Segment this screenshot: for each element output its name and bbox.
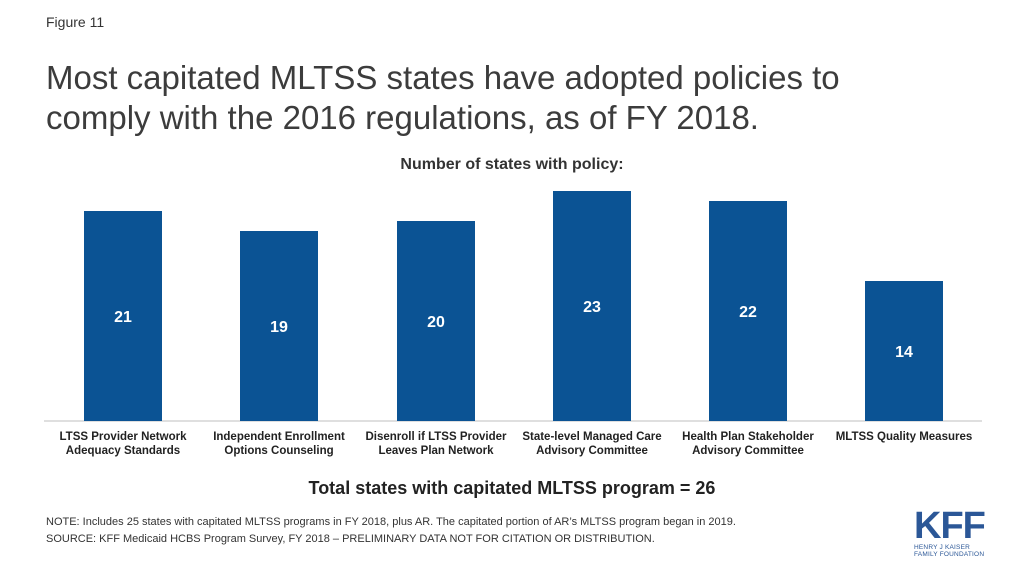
source-text: SOURCE: KFF Medicaid HCBS Program Survey…	[46, 533, 655, 545]
kff-logo-mark: KFF	[914, 505, 986, 547]
page-title: Most capitated MLTSS states have adopted…	[46, 59, 840, 136]
kff-logo-line2: FAMILY FOUNDATION	[914, 551, 985, 558]
bar-chart: 21 LTSS Provider Network Adequacy Standard…	[44, 191, 982, 457]
category-tick-label: State-level Managed Care	[522, 431, 661, 443]
bar-value-label: 19	[270, 319, 288, 336]
bar	[240, 231, 318, 421]
category-tick-label: Independent Enrollment	[213, 431, 345, 443]
total-states-label: Total states with capitated MLTSS progra…	[308, 478, 716, 498]
category-tick-label: Advisory Committee	[692, 445, 804, 457]
bar-value-label: 23	[583, 299, 601, 316]
category-tick-label: Health Plan Stakeholder	[682, 431, 814, 443]
kff-logo: KFF HENRY J KAISER FAMILY FOUNDATION	[914, 505, 1004, 564]
category-tick-label: Adequacy Standards	[66, 445, 180, 457]
footnotes: NOTE: Includes 25 states with capitated …	[46, 514, 906, 548]
bar	[84, 211, 162, 421]
category-tick-label: MLTSS Quality Measures	[836, 431, 973, 443]
bar	[709, 201, 787, 421]
bar-value-label: 21	[114, 309, 132, 326]
category-tick-label: LTSS Provider Network	[60, 431, 188, 443]
kff-logo-line1: HENRY J KAISER	[914, 544, 971, 551]
bar	[865, 281, 943, 421]
note-text: NOTE: Includes 25 states with capitated …	[46, 516, 736, 528]
bar-value-label: 14	[895, 344, 913, 361]
category-tick-label: Options Counseling	[224, 445, 333, 457]
figure-label: Figure 11	[46, 14, 105, 30]
bar	[397, 221, 475, 421]
bar	[553, 191, 631, 421]
chart-subtitle: Number of states with policy:	[400, 156, 624, 173]
category-tick-label: Advisory Committee	[536, 445, 648, 457]
bar-value-label: 20	[427, 314, 445, 331]
category-tick-label: Leaves Plan Network	[378, 445, 494, 457]
bar-value-label: 22	[739, 304, 757, 321]
category-tick-label: Disenroll if LTSS Provider	[365, 431, 507, 443]
